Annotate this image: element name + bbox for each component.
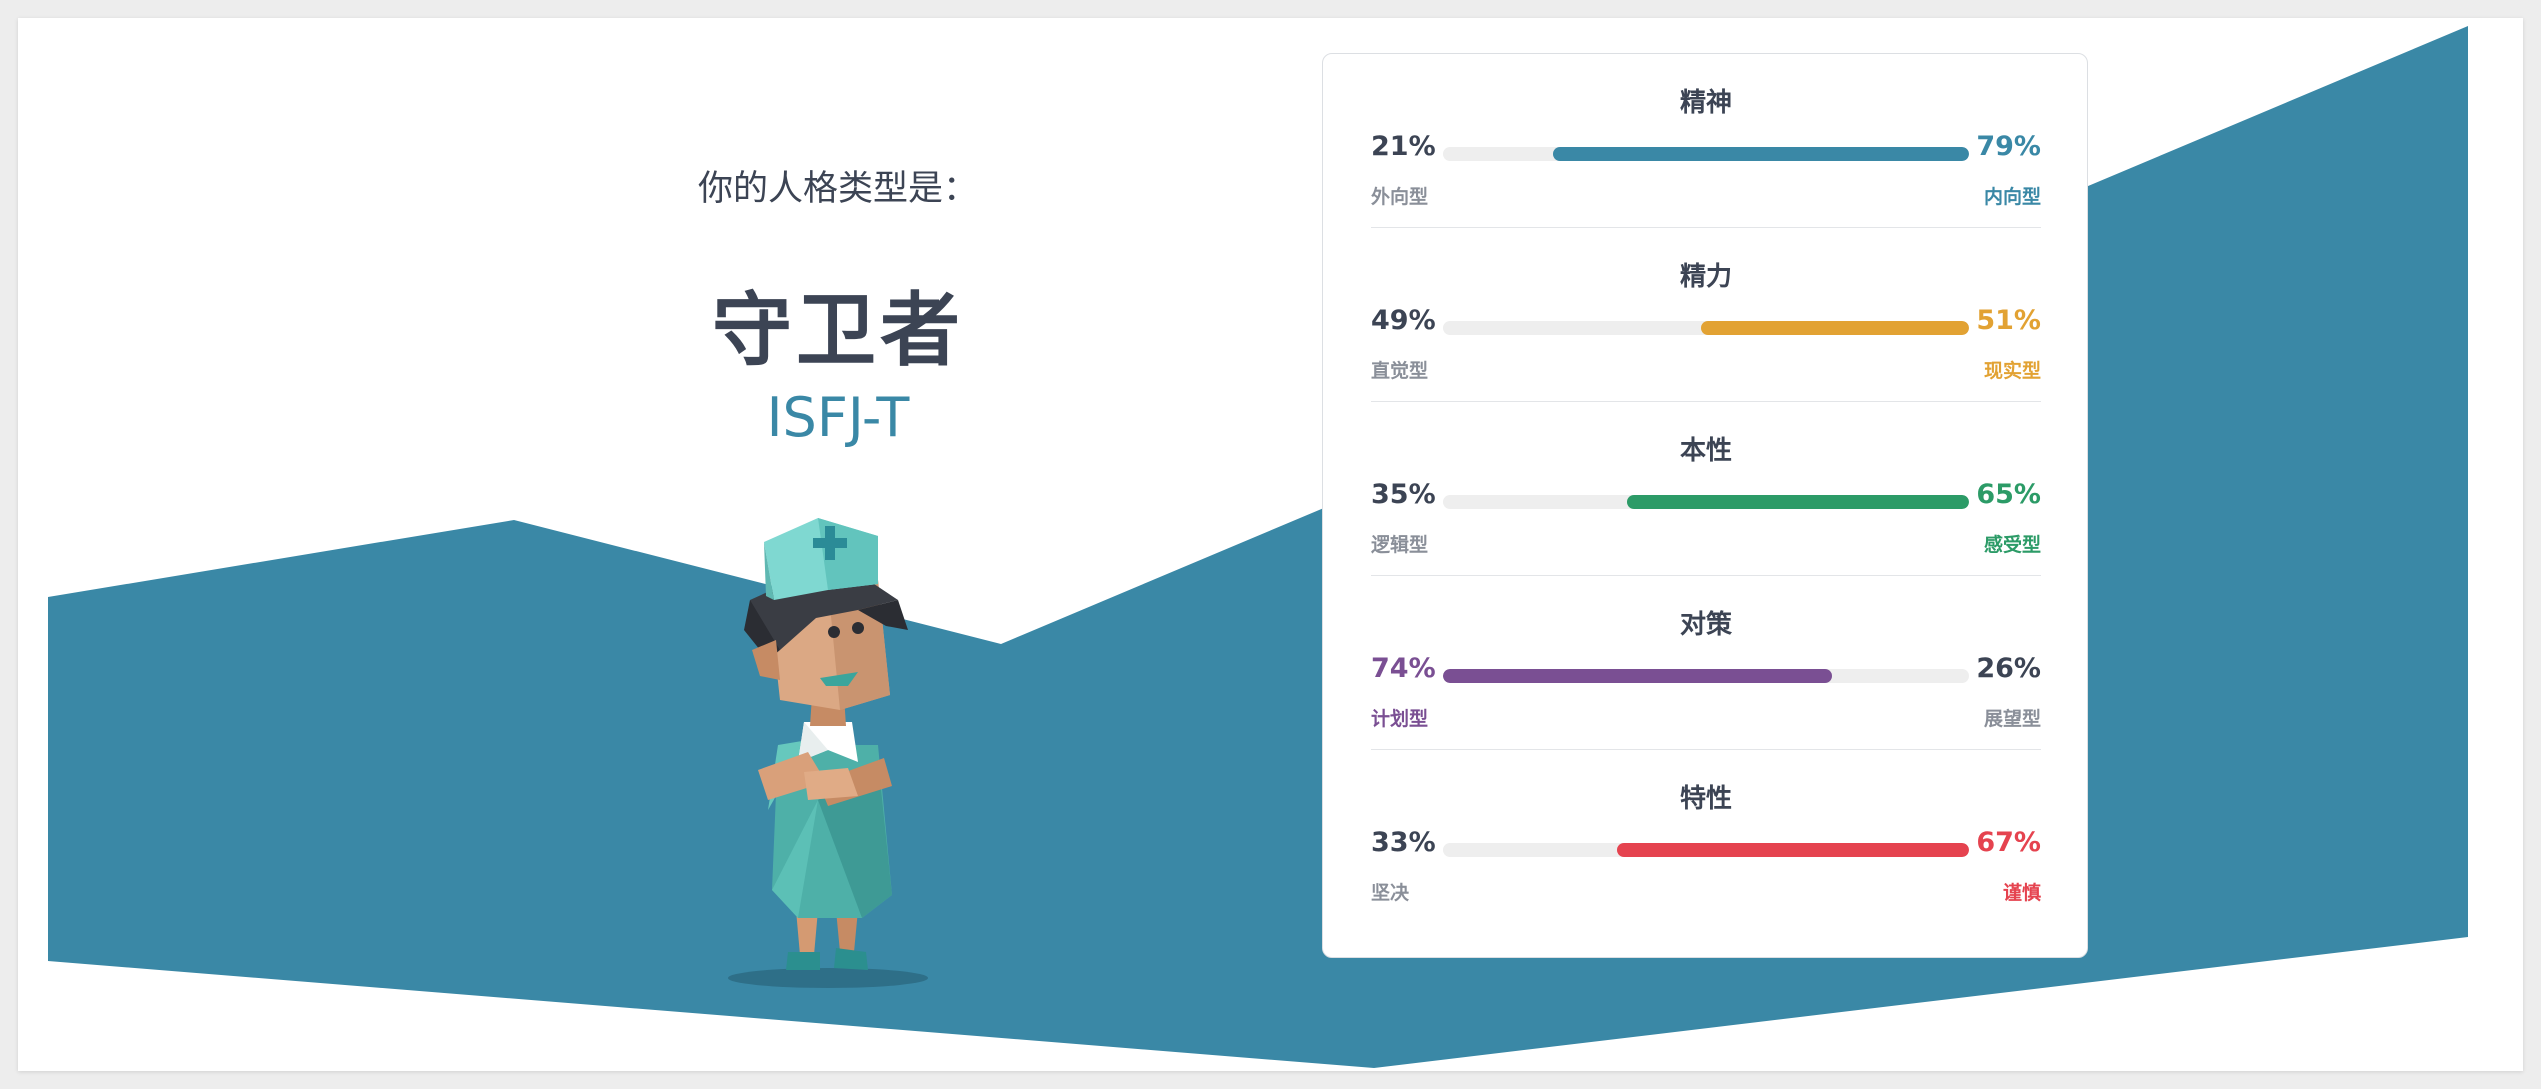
trait-left-percent: 35% [1371,479,1436,510]
trait-title: 精力 [1679,262,1732,292]
trait-right-percent: 51% [1976,305,2041,336]
type-code: ISFJ-T [766,386,910,449]
trait-row: 精神 21% 79% 外向型 内向型 [1371,54,2041,228]
trait-left-percent: 33% [1371,827,1436,858]
trait-right-label: 现实型 [1983,360,2041,382]
trait-right-percent: 65% [1976,479,2041,510]
trait-bar-fill [1443,669,1833,683]
trait-left-label: 计划型 [1371,708,1429,730]
trait-bar-fill [1553,147,1969,161]
trait-bar [1443,843,1969,857]
trait-bar-fill [1700,321,1969,335]
trait-bar-fill [1616,843,1969,857]
trait-bar-fill [1627,495,1969,509]
trait-title: 特性 [1679,784,1732,814]
result-card: 你的人格类型是： 守卫者 ISFJ-T [18,18,2523,1071]
type-prefix: 你的人格类型是： [697,169,978,209]
trait-title: 本性 [1679,436,1732,466]
trait-row: 精力 49% 51% 直觉型 现实型 [1371,228,2041,402]
trait-row: 本性 35% 65% 逻辑型 感受型 [1371,402,2041,576]
trait-right-label: 内向型 [1983,186,2041,208]
trait-left-label: 坚决 [1371,882,1410,904]
trait-bar [1443,321,1969,335]
trait-right-label: 展望型 [1983,708,2041,730]
divider [1371,575,2041,576]
trait-bar [1443,495,1969,509]
backdrop-mountains [48,26,2468,1068]
trait-right-label: 感受型 [1983,534,2041,556]
trait-left-percent: 21% [1371,131,1436,162]
trait-left-label: 直觉型 [1371,360,1429,382]
traits-panel: 精神 21% 79% 外向型 内向型 精力 49% 51% 直觉型 现实型 本性… [1322,53,2088,958]
divider [1371,401,2041,402]
trait-row: 对策 74% 26% 计划型 展望型 [1371,576,2041,750]
trait-left-percent: 49% [1371,305,1436,336]
trait-left-percent: 74% [1371,653,1436,684]
trait-right-percent: 67% [1976,827,2041,858]
trait-bar [1443,669,1969,683]
defender-character-illustration [728,518,928,988]
divider [1371,749,2041,750]
trait-right-label: 谨慎 [2002,882,2041,904]
type-name: 守卫者 [712,284,964,377]
trait-row: 特性 33% 67% 坚决 谨慎 [1371,750,2041,924]
divider [1371,227,2041,228]
trait-bar [1443,147,1969,161]
trait-left-label: 逻辑型 [1371,534,1429,556]
trait-title: 精神 [1679,88,1732,118]
trait-title: 对策 [1679,610,1732,640]
trait-left-label: 外向型 [1371,186,1429,208]
trait-right-percent: 79% [1976,131,2041,162]
trait-right-percent: 26% [1976,653,2041,684]
